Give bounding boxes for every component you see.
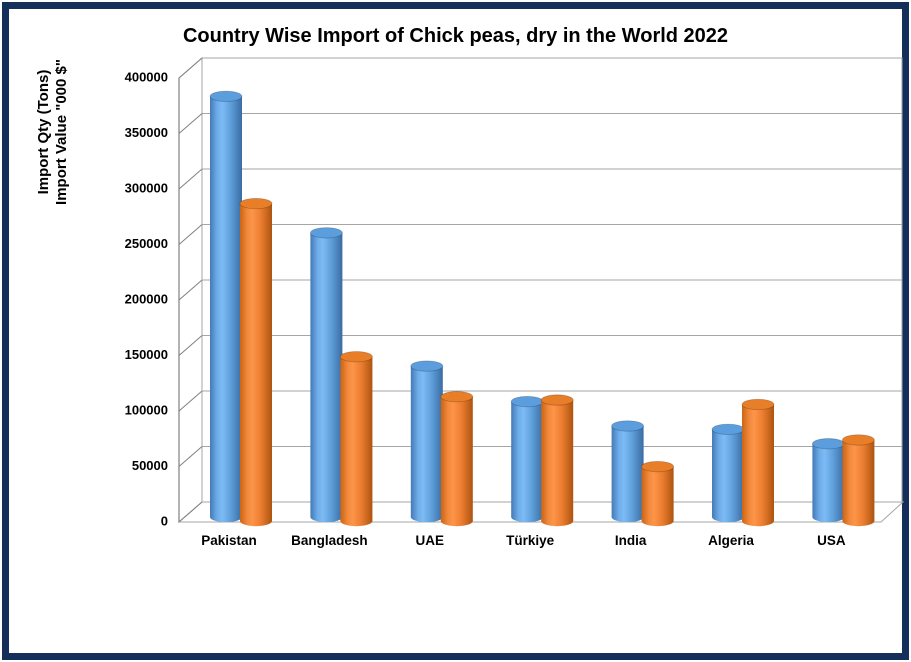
bar-value-india-body [641, 466, 674, 521]
y-axis-title-line-1: Import Qty (Tons) [35, 70, 52, 195]
y-tick-label: 250000 [125, 236, 168, 251]
bar-value-uae-body [440, 396, 473, 521]
category-label-india: India [615, 533, 647, 548]
tick-line [178, 57, 203, 79]
bar-qty-trkiye-top [510, 395, 544, 408]
bar-value-pakistan-top [239, 197, 273, 210]
bar-value-usa-top [842, 434, 875, 446]
y-tick-label: 400000 [125, 70, 168, 85]
tick-line [178, 390, 203, 412]
y-tick-label: 0 [161, 514, 168, 529]
bar-qty-uae-body [410, 366, 443, 517]
tick-line [178, 224, 203, 245]
y-tick-label: 350000 [125, 125, 168, 140]
y-tick-label: 150000 [125, 347, 168, 362]
bar-qty-trkiye-body [511, 401, 544, 517]
tick-line [178, 279, 203, 301]
category-label-uae: UAE [416, 533, 445, 548]
bar-qty-pakistan-body [210, 96, 242, 517]
bar-value-india-top [641, 461, 674, 473]
bar-value-usa-body [842, 439, 875, 521]
bar-qty-algeria-body [712, 429, 744, 517]
bar-value-algeria-body [742, 404, 774, 521]
tick-line [178, 501, 203, 523]
bar-value-pakistan-body [240, 203, 272, 522]
y-axis-title-line-2: Import Value "000 $" [53, 59, 70, 205]
bar-value-uae-top [440, 391, 474, 403]
bar-qty-bangladesh-top [309, 227, 343, 239]
category-label-algeria: Algeria [708, 533, 754, 548]
bar-value-trkiye-body [541, 400, 574, 521]
category-label-pakistan: Pakistan [201, 533, 257, 548]
bar-qty-usa-body [812, 443, 845, 517]
bar-qty-bangladesh-body [310, 232, 343, 517]
tick-line [178, 446, 203, 467]
y-tick-label: 200000 [125, 292, 168, 307]
tick-line [178, 113, 203, 134]
bar-value-algeria-top [741, 398, 775, 411]
bar-value-trkiye-top [540, 394, 574, 406]
category-label-usa: USA [817, 533, 846, 548]
category-label-trkiye: Türkiye [506, 533, 555, 548]
category-label-bangladesh: Bangladesh [291, 533, 368, 548]
chart-title: Country Wise Import of Chick peas, dry i… [182, 25, 729, 47]
y-tick-label: 300000 [125, 181, 168, 196]
bar-qty-pakistan-top [209, 90, 243, 102]
bar-qty-uae-top [410, 360, 444, 372]
bar-qty-algeria-top [711, 423, 745, 435]
bar-value-bangladesh-top [339, 351, 373, 363]
tick-line [178, 168, 203, 190]
y-tick-label: 100000 [125, 403, 168, 418]
bar-qty-india-body [611, 425, 644, 517]
bar-qty-india-top [611, 420, 644, 432]
y-tick-label: 50000 [132, 458, 168, 473]
tick-line [178, 335, 203, 356]
bar-qty-usa-top [812, 438, 845, 450]
bar-value-bangladesh-body [340, 356, 373, 521]
